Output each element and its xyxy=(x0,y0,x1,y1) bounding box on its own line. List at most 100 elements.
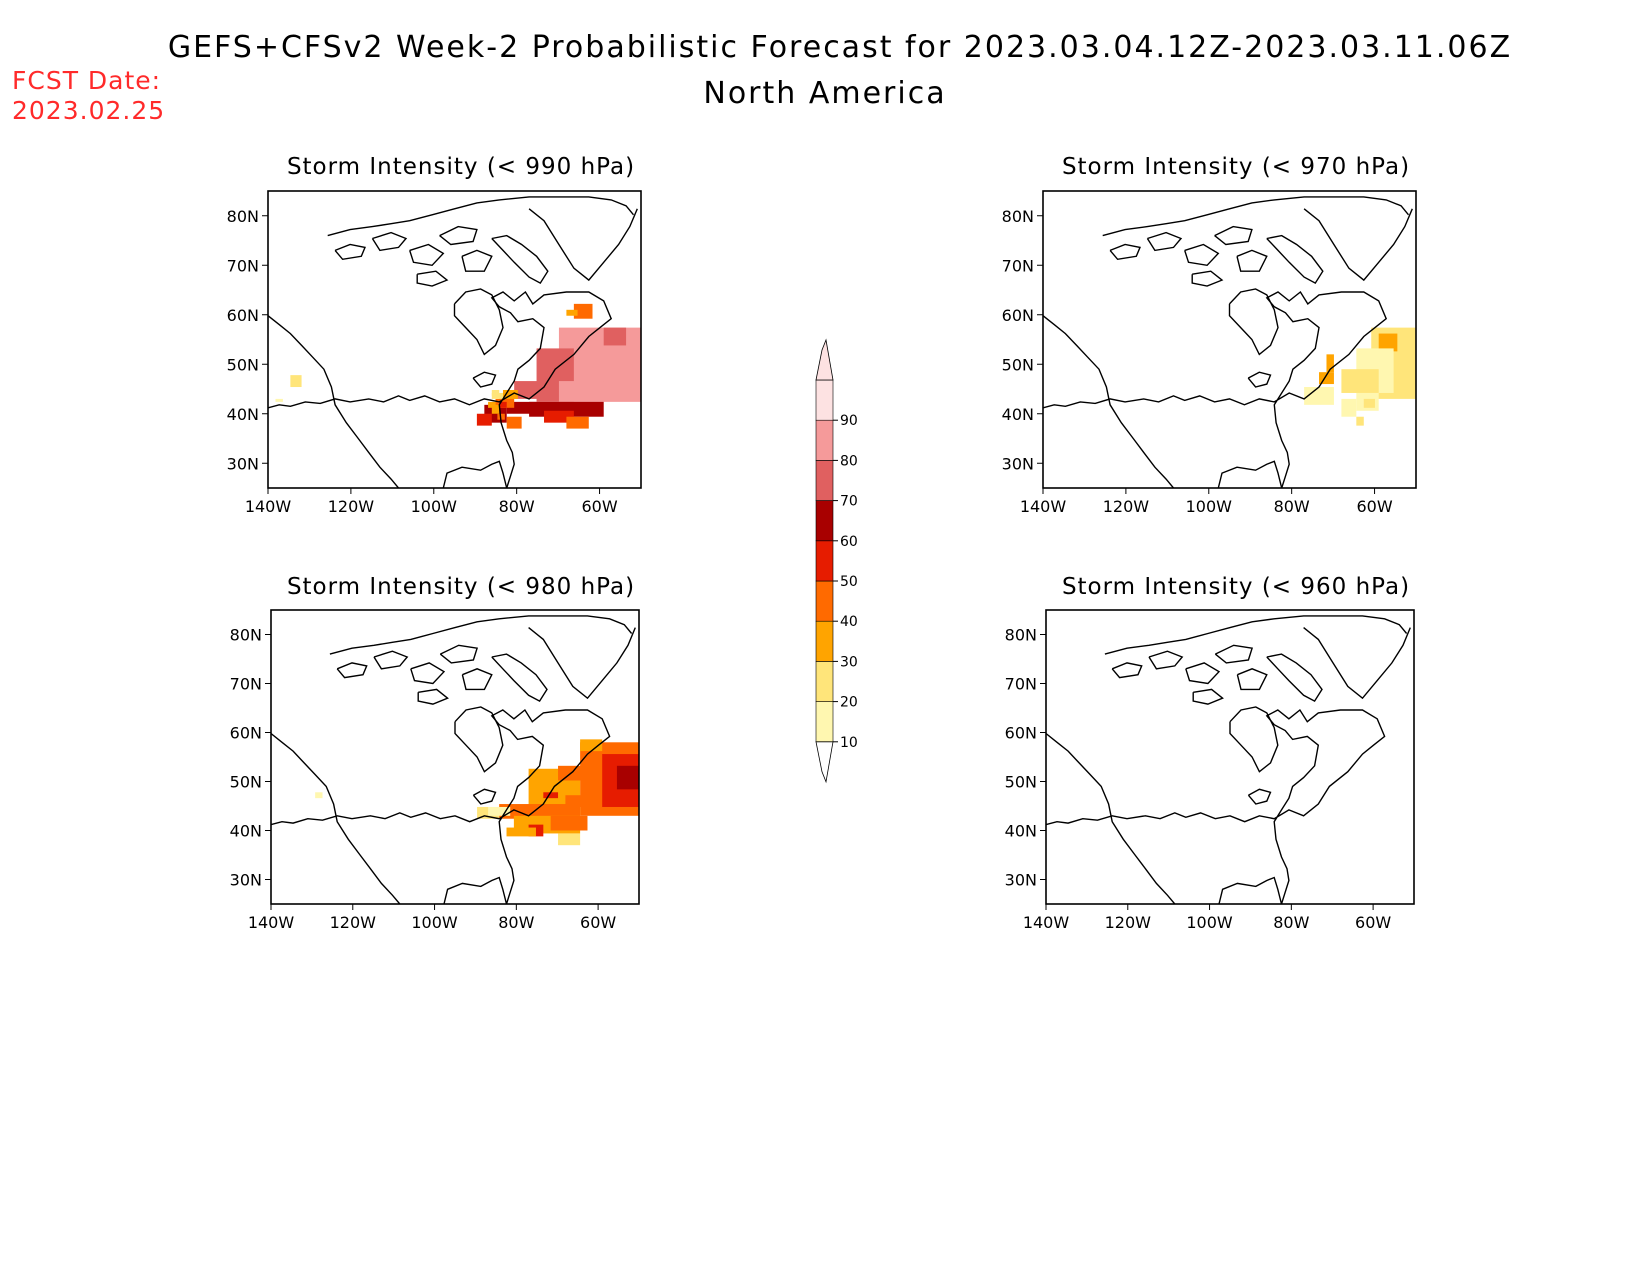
fcst-date-value: 2023.02.25 xyxy=(12,96,166,125)
arctic-island xyxy=(1184,243,1220,267)
lon-tick-label: 100W xyxy=(1186,913,1233,932)
lat-tick-label: 60N xyxy=(230,724,262,743)
probability-cell xyxy=(506,401,537,414)
lat-tick-label: 70N xyxy=(230,675,262,694)
arctic-island xyxy=(1148,650,1184,670)
arctic-island xyxy=(1185,662,1221,685)
lon-tick-label: 100W xyxy=(1186,497,1233,516)
lat-tick-label: 30N xyxy=(1005,871,1037,890)
west-coastline xyxy=(271,732,401,904)
probability-cell xyxy=(1341,369,1379,393)
lat-tick-label: 70N xyxy=(227,256,259,275)
probability-cell xyxy=(1363,398,1375,408)
map-frame xyxy=(1042,190,1417,489)
probability-cell xyxy=(1378,333,1398,352)
baffin-island xyxy=(1266,234,1324,285)
lon-tick-label: 60W xyxy=(581,497,617,516)
lat-tick-label: 80N xyxy=(1005,626,1037,645)
map-panel-2: Storm Intensity (< 970 hPa) 30N 40N 50N 60N 7… xyxy=(1002,154,1417,516)
probability-cell xyxy=(616,765,639,790)
lon-tick-label: 100W xyxy=(411,913,458,932)
probability-cell xyxy=(1326,354,1334,373)
lon-tick-label: 120W xyxy=(1105,913,1152,932)
baffin-island xyxy=(491,234,549,285)
probability-cell xyxy=(558,833,581,846)
probability-cell xyxy=(491,392,503,399)
probability-cell xyxy=(1341,398,1357,417)
great-lakes xyxy=(1247,371,1272,388)
lat-tick-label: 40N xyxy=(1002,405,1034,424)
lat-tick-label: 50N xyxy=(1002,355,1034,374)
lon-tick-label: 80W xyxy=(499,497,535,516)
lat-tick-label: 30N xyxy=(1002,454,1034,473)
probability-cell xyxy=(558,381,604,402)
arctic-island xyxy=(1214,644,1254,664)
probability-cell xyxy=(315,792,323,799)
hudson-bay xyxy=(454,706,504,773)
probability-cell xyxy=(499,401,507,408)
map-panel-4: Storm Intensity (< 960 hPa) 30N 40N 50N 60N 7… xyxy=(1005,574,1415,932)
arctic-island xyxy=(439,644,479,664)
lat-tick-label: 80N xyxy=(1002,207,1034,226)
map-frame xyxy=(270,609,640,905)
lat-tick-label: 30N xyxy=(230,871,262,890)
probability-cell xyxy=(488,806,511,816)
colorbar-top-cap xyxy=(815,338,834,381)
probability-cell xyxy=(488,401,496,408)
greenland-coastline xyxy=(1303,208,1413,282)
probability-cell xyxy=(558,765,588,781)
baffin-island xyxy=(1266,653,1323,703)
colorbar-segment xyxy=(815,701,834,743)
hudson-bay xyxy=(453,288,504,356)
arctic-island xyxy=(1146,231,1183,252)
colorbar-segment xyxy=(815,419,834,461)
map-frame xyxy=(267,190,642,489)
main-title: GEFS+CFSv2 Week-2 Probabilistic Forecast… xyxy=(167,30,1513,65)
lat-tick-label: 40N xyxy=(230,822,262,841)
arctic-island xyxy=(1214,225,1253,246)
colorbar-label: 20 xyxy=(840,695,858,711)
probability-cell xyxy=(290,375,302,388)
colorbar-label: 50 xyxy=(840,574,858,590)
greenland-coastline xyxy=(528,627,636,700)
arctic-island xyxy=(336,662,368,679)
arctic-island xyxy=(417,688,449,705)
probability-cell xyxy=(1304,387,1334,405)
probability-cell xyxy=(543,792,559,799)
probability-cell xyxy=(491,404,500,414)
gulf-coastline xyxy=(442,460,508,488)
west-coastline xyxy=(1043,315,1175,488)
arctic-island xyxy=(1109,243,1141,261)
arctic-island xyxy=(373,650,409,670)
coastline xyxy=(1043,290,1388,488)
lon-tick-label: 100W xyxy=(411,497,458,516)
gulf-coastline xyxy=(1218,876,1283,904)
colorbar-label: 90 xyxy=(840,413,858,429)
probability-cell xyxy=(544,410,574,423)
lon-tick-label: 80W xyxy=(1273,913,1309,932)
lon-tick-label: 80W xyxy=(1274,497,1310,516)
lat-tick-label: 40N xyxy=(227,405,259,424)
arctic-coastline xyxy=(327,196,635,237)
colorbar: 10 20 30 40 50 60 70 80 90 xyxy=(815,338,858,784)
probability-cell xyxy=(476,413,492,426)
lon-tick-label: 140W xyxy=(1020,497,1067,516)
lat-tick-label: 40N xyxy=(1005,822,1037,841)
lat-tick-label: 50N xyxy=(1005,773,1037,792)
panel-title: Storm Intensity (< 970 hPa) xyxy=(1062,154,1410,180)
colorbar-segment xyxy=(815,460,834,501)
arctic-coastline xyxy=(1102,196,1410,237)
colorbar-segment xyxy=(815,661,834,702)
west-coastline xyxy=(268,315,400,488)
arctic-island xyxy=(1191,270,1224,287)
coastline xyxy=(1046,708,1386,904)
probability-cell xyxy=(550,815,588,831)
arctic-island xyxy=(416,270,449,287)
probability-cell xyxy=(573,303,593,319)
arctic-island xyxy=(371,231,408,252)
great-lakes xyxy=(472,788,497,805)
hudson-bay xyxy=(1229,706,1279,773)
great-lakes xyxy=(472,371,497,388)
arctic-island xyxy=(410,662,446,685)
lat-tick-label: 70N xyxy=(1002,256,1034,275)
